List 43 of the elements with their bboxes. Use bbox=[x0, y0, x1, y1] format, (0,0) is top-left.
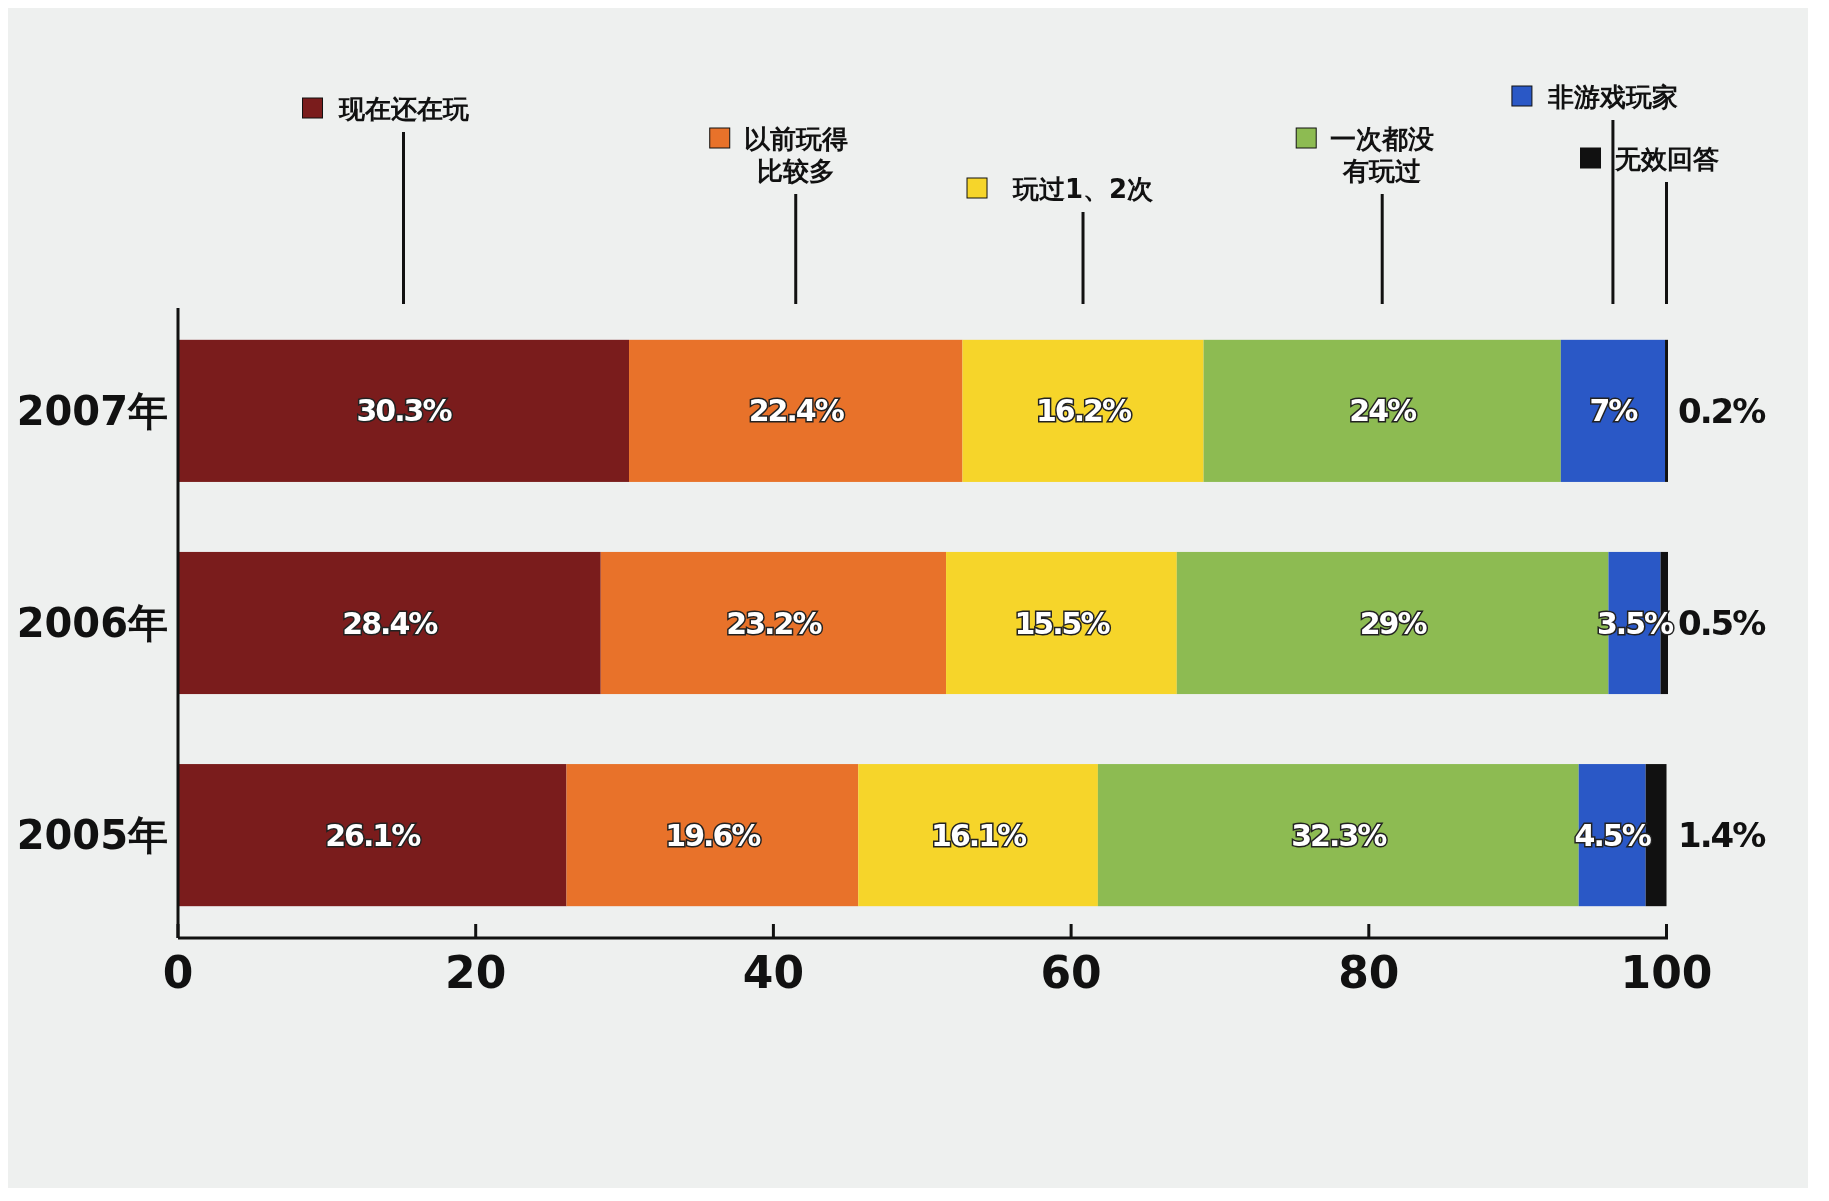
x-tick-label: 0 bbox=[162, 947, 194, 998]
data-label: 28.4% bbox=[342, 605, 439, 641]
bar bbox=[178, 339, 630, 482]
data-label: 19.6% bbox=[665, 817, 762, 853]
x-tick-label: 100 bbox=[1620, 947, 1713, 998]
data-label: 0.2% bbox=[1678, 390, 1766, 431]
legend-label: 无效回答 bbox=[1613, 144, 1719, 174]
legend-label: 现在还在玩 bbox=[337, 94, 470, 124]
legend-label: 非游戏玩家 bbox=[1546, 82, 1678, 112]
data-label: 30.3% bbox=[356, 393, 453, 429]
legend-label: 一次都没有玩过 bbox=[1330, 124, 1435, 186]
bar bbox=[566, 764, 859, 907]
bar bbox=[1203, 339, 1561, 482]
bar bbox=[962, 339, 1204, 482]
y-tick-label: 2007年 bbox=[16, 387, 168, 434]
data-label: 29% bbox=[1359, 605, 1428, 641]
bar bbox=[178, 764, 567, 907]
data-label: 15.5% bbox=[1014, 605, 1111, 641]
data-label: 7% bbox=[1589, 393, 1639, 429]
data-label: 22.4% bbox=[748, 393, 845, 429]
data-label: 23.2% bbox=[726, 605, 823, 641]
data-label: 16.2% bbox=[1035, 393, 1132, 429]
data-label: 16.1% bbox=[931, 817, 1028, 853]
bar bbox=[178, 551, 601, 695]
bar bbox=[858, 764, 1098, 907]
bar bbox=[1560, 339, 1666, 482]
bar bbox=[1665, 339, 1668, 482]
y-tick-label: 2005年 bbox=[16, 812, 168, 859]
data-label: 26.1% bbox=[325, 817, 422, 853]
legend-label: 以前玩得比较多 bbox=[743, 124, 848, 186]
legend-label: 玩过1、2次 bbox=[1011, 174, 1155, 204]
x-tick-label: 60 bbox=[1040, 947, 1102, 998]
x-tick-label: 20 bbox=[445, 947, 507, 998]
bar bbox=[629, 339, 963, 482]
x-tick-label: 80 bbox=[1338, 947, 1400, 998]
y-tick-label: 2006年 bbox=[16, 600, 168, 646]
x-tick-label: 40 bbox=[742, 947, 805, 998]
bar bbox=[946, 551, 1177, 695]
data-label: 0.5% bbox=[1678, 602, 1766, 643]
data-label: 24% bbox=[1349, 393, 1418, 429]
data-label: 1.4% bbox=[1678, 815, 1766, 856]
data-label: 32.3% bbox=[1291, 817, 1388, 853]
bar bbox=[600, 551, 947, 695]
